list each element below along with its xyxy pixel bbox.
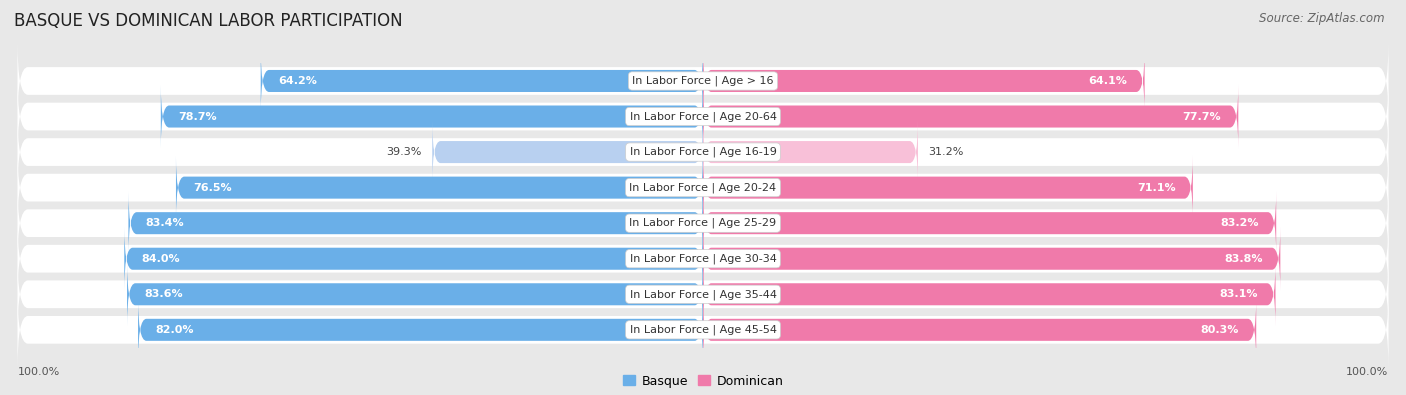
FancyBboxPatch shape bbox=[17, 290, 1389, 369]
Text: In Labor Force | Age 45-54: In Labor Force | Age 45-54 bbox=[630, 325, 776, 335]
FancyBboxPatch shape bbox=[703, 156, 1192, 219]
Text: 71.1%: 71.1% bbox=[1137, 182, 1175, 193]
FancyBboxPatch shape bbox=[703, 298, 1256, 361]
Text: 77.7%: 77.7% bbox=[1182, 111, 1220, 122]
FancyBboxPatch shape bbox=[17, 219, 1389, 298]
FancyBboxPatch shape bbox=[432, 120, 703, 184]
Text: 100.0%: 100.0% bbox=[18, 367, 60, 377]
Text: 83.6%: 83.6% bbox=[145, 289, 183, 299]
Text: 64.1%: 64.1% bbox=[1088, 76, 1128, 86]
FancyBboxPatch shape bbox=[17, 184, 1389, 263]
Text: In Labor Force | Age 35-44: In Labor Force | Age 35-44 bbox=[630, 289, 776, 299]
Text: BASQUE VS DOMINICAN LABOR PARTICIPATION: BASQUE VS DOMINICAN LABOR PARTICIPATION bbox=[14, 12, 402, 30]
FancyBboxPatch shape bbox=[703, 120, 918, 184]
FancyBboxPatch shape bbox=[17, 255, 1389, 334]
FancyBboxPatch shape bbox=[138, 298, 703, 361]
FancyBboxPatch shape bbox=[128, 192, 703, 255]
Text: In Labor Force | Age 20-64: In Labor Force | Age 20-64 bbox=[630, 111, 776, 122]
Text: 100.0%: 100.0% bbox=[1346, 367, 1388, 377]
Text: 83.8%: 83.8% bbox=[1225, 254, 1263, 264]
FancyBboxPatch shape bbox=[124, 227, 703, 290]
FancyBboxPatch shape bbox=[160, 85, 703, 148]
Text: In Labor Force | Age 25-29: In Labor Force | Age 25-29 bbox=[630, 218, 776, 228]
Text: 64.2%: 64.2% bbox=[278, 76, 316, 86]
FancyBboxPatch shape bbox=[703, 49, 1144, 113]
FancyBboxPatch shape bbox=[17, 113, 1389, 192]
FancyBboxPatch shape bbox=[703, 227, 1281, 290]
FancyBboxPatch shape bbox=[17, 77, 1389, 156]
Text: In Labor Force | Age 16-19: In Labor Force | Age 16-19 bbox=[630, 147, 776, 157]
Text: 31.2%: 31.2% bbox=[928, 147, 963, 157]
Legend: Basque, Dominican: Basque, Dominican bbox=[617, 370, 789, 393]
FancyBboxPatch shape bbox=[17, 41, 1389, 120]
FancyBboxPatch shape bbox=[703, 263, 1275, 326]
Text: 84.0%: 84.0% bbox=[142, 254, 180, 264]
FancyBboxPatch shape bbox=[17, 148, 1389, 227]
Text: 39.3%: 39.3% bbox=[387, 147, 422, 157]
Text: 83.4%: 83.4% bbox=[146, 218, 184, 228]
Text: In Labor Force | Age 30-34: In Labor Force | Age 30-34 bbox=[630, 254, 776, 264]
Text: 83.1%: 83.1% bbox=[1220, 289, 1258, 299]
Text: 83.2%: 83.2% bbox=[1220, 218, 1258, 228]
Text: 76.5%: 76.5% bbox=[193, 182, 232, 193]
Text: Source: ZipAtlas.com: Source: ZipAtlas.com bbox=[1260, 12, 1385, 25]
FancyBboxPatch shape bbox=[127, 263, 703, 326]
Text: 82.0%: 82.0% bbox=[155, 325, 194, 335]
FancyBboxPatch shape bbox=[176, 156, 703, 219]
Text: 78.7%: 78.7% bbox=[179, 111, 217, 122]
FancyBboxPatch shape bbox=[703, 192, 1277, 255]
FancyBboxPatch shape bbox=[260, 49, 703, 113]
Text: In Labor Force | Age 20-24: In Labor Force | Age 20-24 bbox=[630, 182, 776, 193]
Text: In Labor Force | Age > 16: In Labor Force | Age > 16 bbox=[633, 76, 773, 86]
Text: 80.3%: 80.3% bbox=[1201, 325, 1239, 335]
FancyBboxPatch shape bbox=[703, 85, 1239, 148]
